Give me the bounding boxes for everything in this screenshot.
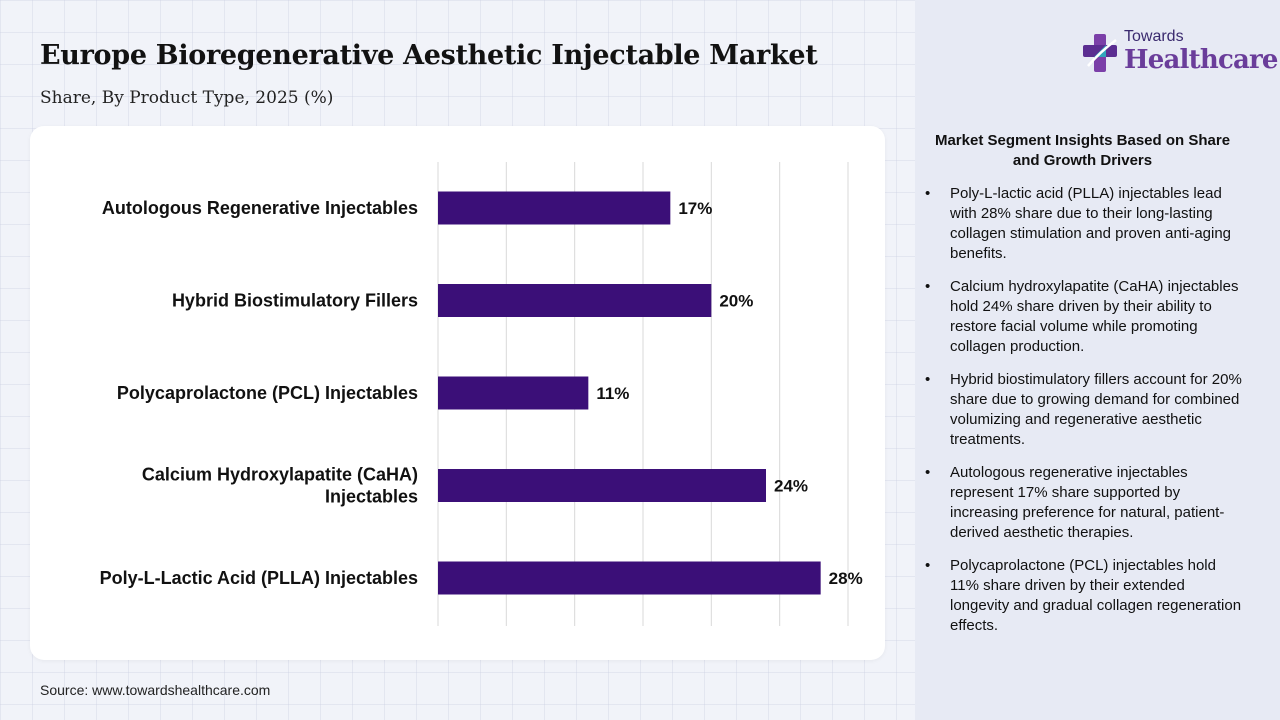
logo-small-text: Towards xyxy=(1124,28,1184,45)
bar xyxy=(438,561,821,595)
page-subtitle: Share, By Product Type, 2025 (%) xyxy=(40,88,334,108)
bar xyxy=(438,469,766,502)
insight-item: • Calcium hydroxylapatite (CaHA) injecta… xyxy=(925,277,1245,357)
towards-healthcare-logo: Towards Healthcare xyxy=(1080,28,1278,78)
page-title: Europe Bioregenerative Aesthetic Injecta… xyxy=(40,40,818,71)
category-label: Hybrid Biostimulatory Fillers xyxy=(172,291,418,311)
bar xyxy=(438,191,671,225)
data-label: 24% xyxy=(774,477,808,496)
data-label: 11% xyxy=(596,384,629,403)
category-label: Calcium Hydroxylapatite (CaHA) Injectable… xyxy=(142,465,418,507)
medical-cross-logo-icon xyxy=(1083,34,1117,72)
logo-big-text: Healthcare xyxy=(1124,45,1278,75)
source-note: Source: www.towardshealthcare.com xyxy=(40,682,271,698)
bullet-icon: • xyxy=(925,185,931,202)
chart-card: 17% Autologous Regenerative Injectables 20… xyxy=(30,126,885,660)
insights-list: • Poly-L-lactic acid (PLLA) injectables … xyxy=(925,184,1245,649)
insights-title: Market Segment Insights Based on Share a… xyxy=(934,132,1231,169)
bar-chart: 17% Autologous Regenerative Injectables 20… xyxy=(100,162,863,626)
bar xyxy=(438,376,589,410)
insight-text: Polycaprolactone (PCL) injectables hold … xyxy=(950,557,1242,634)
insight-item: • Poly-L-lactic acid (PLLA) injectables … xyxy=(925,184,1245,264)
bullet-icon: • xyxy=(925,557,931,574)
data-label: 17% xyxy=(678,199,712,218)
insights-panel xyxy=(915,0,1280,720)
insight-text: Hybrid biostimulatory fillers account fo… xyxy=(950,371,1242,448)
category-label: Autologous Regenerative Injectables xyxy=(102,198,418,218)
bullet-icon: • xyxy=(925,278,931,295)
data-label: 28% xyxy=(829,569,863,588)
insight-item: • Polycaprolactone (PCL) injectables hol… xyxy=(925,556,1245,636)
category-label: Poly-L-Lactic Acid (PLLA) Injectables xyxy=(100,568,418,588)
insight-text: Calcium hydroxylapatite (CaHA) injectabl… xyxy=(950,278,1239,355)
insight-text: Autologous regenerative injectables repr… xyxy=(950,464,1225,541)
data-label: 20% xyxy=(719,292,753,311)
insight-text: Poly-L-lactic acid (PLLA) injectables le… xyxy=(950,185,1232,262)
category-label: Polycaprolactone (PCL) Injectables xyxy=(117,383,418,403)
insight-item: • Autologous regenerative injectables re… xyxy=(925,463,1245,543)
bar xyxy=(438,284,712,317)
bullet-icon: • xyxy=(925,371,931,388)
bullet-icon: • xyxy=(925,464,931,481)
insight-item: • Hybrid biostimulatory fillers account … xyxy=(925,370,1245,450)
